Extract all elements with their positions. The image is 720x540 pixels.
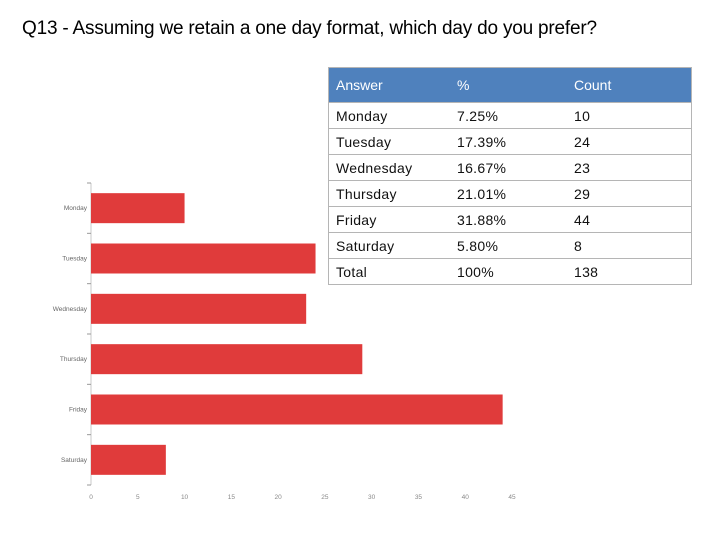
bar-saturday: [91, 444, 166, 475]
cell-percent: 7.25%: [450, 102, 567, 129]
x-tick-label: 40: [462, 494, 470, 501]
category-label: Monday: [64, 205, 88, 212]
x-tick-label: 35: [415, 494, 423, 501]
x-tick-label: 25: [321, 494, 329, 501]
cell-count: 44: [567, 206, 692, 233]
table-row: Saturday 5.80% 8: [328, 232, 692, 259]
cell-answer: Monday: [328, 102, 450, 129]
cell-percent: 100%: [450, 258, 567, 285]
cell-count: 24: [567, 128, 692, 155]
cell-answer: Wednesday: [328, 154, 450, 181]
x-tick-label: 5: [136, 494, 140, 501]
category-label: Wednesday: [53, 306, 88, 313]
cell-count: 8: [567, 232, 692, 259]
category-label: Tuesday: [62, 256, 87, 263]
table-row: Friday 31.88% 44: [328, 206, 692, 233]
bar-monday: [91, 193, 185, 224]
bar-thursday: [91, 344, 363, 375]
header-count: Count: [567, 67, 692, 103]
x-tick-label: 0: [89, 494, 93, 501]
x-tick-label: 15: [228, 494, 236, 501]
x-tick-label: 20: [274, 494, 282, 501]
cell-count: 29: [567, 180, 692, 207]
table-row: Monday 7.25% 10: [328, 102, 692, 129]
cell-count: 10: [567, 102, 692, 129]
table-header-row: Answer % Count: [328, 67, 692, 103]
bar-friday: [91, 394, 503, 425]
cell-percent: 21.01%: [450, 180, 567, 207]
cell-answer: Tuesday: [328, 128, 450, 155]
category-label: Friday: [69, 407, 88, 414]
header-percent: %: [450, 67, 567, 103]
bar-wednesday: [91, 293, 307, 324]
table-row: Thursday 21.01% 29: [328, 180, 692, 207]
category-label: Saturday: [61, 457, 88, 464]
cell-answer: Friday: [328, 206, 450, 233]
cell-percent: 17.39%: [450, 128, 567, 155]
header-answer: Answer: [328, 67, 450, 103]
cell-count: 23: [567, 154, 692, 181]
chart-title: Q13 - Assuming we retain a one day forma…: [22, 18, 597, 39]
table-row-total: Total 100% 138: [328, 258, 692, 285]
results-table: Answer % Count Monday 7.25% 10 Tuesday 1…: [328, 67, 692, 285]
cell-percent: 5.80%: [450, 232, 567, 259]
cell-percent: 31.88%: [450, 206, 567, 233]
cell-answer: Saturday: [328, 232, 450, 259]
table-row: Tuesday 17.39% 24: [328, 128, 692, 155]
cell-count: 138: [567, 258, 692, 285]
x-tick-label: 10: [181, 494, 189, 501]
cell-percent: 16.67%: [450, 154, 567, 181]
cell-answer: Total: [328, 258, 450, 285]
bar-tuesday: [91, 243, 316, 274]
cell-answer: Thursday: [328, 180, 450, 207]
table-row: Wednesday 16.67% 23: [328, 154, 692, 181]
category-label: Thursday: [60, 356, 88, 363]
x-tick-label: 30: [368, 494, 376, 501]
x-tick-label: 45: [508, 494, 516, 501]
